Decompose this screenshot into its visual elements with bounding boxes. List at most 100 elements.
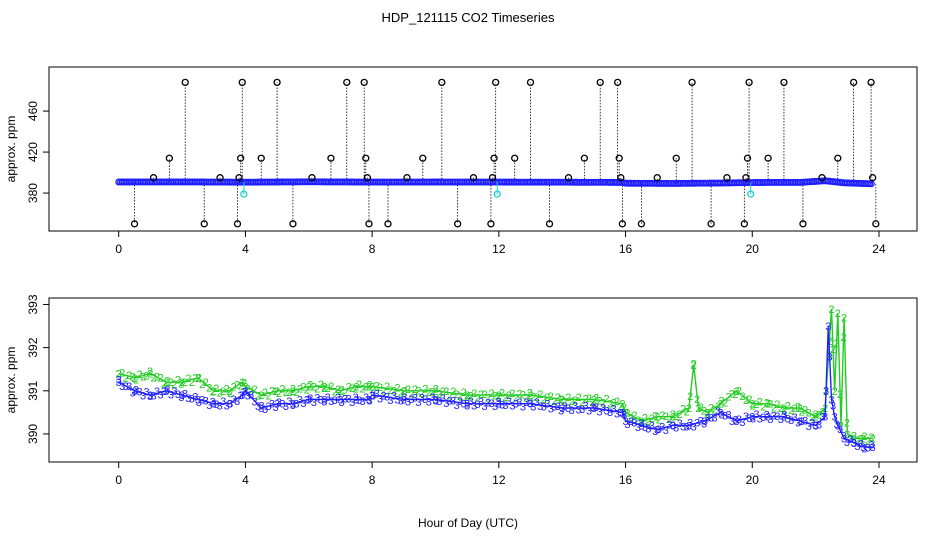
series-3-marker: 3 (673, 423, 679, 435)
spike-point (149, 174, 158, 182)
series-2-point: 2 (797, 403, 803, 415)
series-2-marker: 2 (854, 435, 860, 447)
series-3-marker: 3 (196, 397, 202, 409)
series-3-point: 3 (828, 394, 834, 406)
series-2-marker: 2 (119, 368, 125, 380)
series-2-marker: 2 (157, 372, 163, 384)
spike-point (257, 154, 265, 162)
series-3-point: 3 (670, 420, 676, 432)
series-2-marker: 2 (290, 383, 296, 395)
series-3-marker: 3 (164, 385, 170, 397)
series-2-marker: 2 (712, 404, 718, 416)
series-3-point: 3 (686, 420, 692, 432)
series-2-marker: 2 (806, 408, 812, 420)
spike-point (849, 78, 858, 87)
series-3-marker: 3 (147, 391, 153, 403)
series-2-marker: 2 (607, 399, 613, 411)
series-2-marker: 2 (461, 387, 467, 399)
series-2-marker: 2 (551, 396, 557, 408)
series-2-marker: 2 (802, 404, 808, 416)
series-3-marker: 3 (279, 398, 285, 410)
series-2-marker: 2 (778, 403, 784, 415)
series-3-marker: 3 (178, 392, 184, 404)
series-2-marker: 2 (523, 392, 529, 404)
spike-point (745, 78, 753, 87)
series-2-marker: 2 (705, 409, 711, 421)
series-3-marker: 3 (447, 396, 453, 408)
series-2-point: 2 (733, 386, 739, 398)
series-2-marker: 2 (847, 433, 853, 445)
series-3-marker: 3 (241, 387, 247, 399)
series-2-marker: 2 (649, 413, 655, 425)
series-2-point: 2 (227, 386, 233, 398)
series-3-marker: 3 (116, 375, 122, 387)
series-3-marker: 3 (217, 400, 223, 412)
series-2-marker: 2 (774, 399, 780, 411)
series-2-point: 2 (781, 403, 787, 415)
series-2-point: 2 (366, 381, 372, 393)
series-2-point: 2 (591, 394, 597, 406)
spike-point (596, 78, 604, 87)
series-2-marker: 2 (387, 385, 393, 397)
series-3-marker: 3 (485, 398, 491, 410)
spike-point (238, 78, 246, 87)
bottom-y-tick-label: 391 (26, 380, 40, 400)
series-2-point: 2 (258, 390, 264, 402)
series-3-marker: 3 (597, 406, 603, 418)
series-2-marker: 2 (311, 381, 317, 393)
series-2-point: 2 (749, 399, 755, 411)
series-3-marker: 3 (380, 390, 386, 402)
series-3-marker: 3 (816, 419, 822, 431)
series-2-marker: 2 (541, 394, 547, 406)
series-2-marker: 2 (161, 379, 167, 391)
series-2-marker: 2 (189, 377, 195, 389)
series-3-marker: 3 (370, 390, 376, 402)
series-3-marker: 3 (708, 413, 714, 425)
series-3-point: 3 (841, 433, 847, 445)
series-2-marker: 2 (764, 397, 770, 409)
series-3-marker: 3 (694, 417, 700, 429)
series-2-marker: 2 (698, 402, 704, 414)
series-2-marker: 2 (130, 372, 136, 384)
spike-point (488, 174, 497, 182)
series-2-point: 2 (163, 377, 169, 389)
series-2-marker: 2 (670, 409, 676, 421)
series-3-point: 3 (147, 390, 153, 402)
series-2-marker: 2 (199, 379, 205, 391)
bottom-x-tick-label: 8 (369, 473, 376, 487)
top-y-tick-label: 380 (26, 183, 40, 203)
spike-point (327, 154, 335, 162)
spike-point (216, 174, 224, 182)
top-plot-frame (48, 66, 918, 232)
spike-point (363, 174, 372, 182)
series-2-marker: 2 (164, 375, 170, 387)
series-2-marker: 2 (865, 436, 871, 448)
series-2-marker: 2 (677, 409, 683, 421)
series-3-marker: 3 (426, 397, 432, 409)
spike-point (511, 154, 519, 162)
series-3-marker: 3 (725, 409, 731, 421)
series-3-marker: 3 (311, 397, 317, 409)
series-2-point: 2 (695, 403, 701, 415)
spike-point (707, 220, 715, 228)
series-3-marker: 3 (224, 400, 230, 412)
spike-point (233, 220, 242, 228)
series-2-point: 2 (670, 412, 676, 424)
series-3-marker: 3 (265, 401, 271, 413)
bottom-x-tick-label: 0 (115, 473, 122, 487)
series-3-marker: 3 (579, 404, 585, 416)
series-3-marker: 3 (210, 396, 216, 408)
series-3-marker: 3 (457, 396, 463, 408)
spike-point (490, 154, 498, 162)
series-3-marker: 3 (245, 391, 251, 403)
series-3-marker: 3 (833, 419, 839, 431)
series-3-point: 3 (496, 399, 502, 411)
series-3-marker: 3 (746, 413, 752, 425)
series-2-marker: 2 (617, 401, 623, 413)
series-3-marker: 3 (259, 400, 265, 412)
series-2-marker: 2 (590, 397, 596, 409)
series-3-marker: 3 (854, 441, 860, 453)
series-2-marker: 2 (185, 373, 191, 385)
series-2-point: 2 (654, 412, 660, 424)
series-2-marker: 2 (673, 411, 679, 423)
